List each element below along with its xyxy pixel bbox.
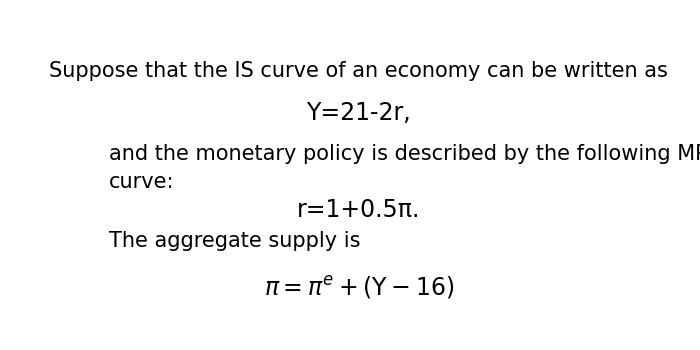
Text: r=1+0.5π.: r=1+0.5π. bbox=[297, 198, 421, 222]
Text: Suppose that the IS curve of an economy can be written as: Suppose that the IS curve of an economy … bbox=[49, 61, 668, 81]
Text: and the monetary policy is described by the following MP
curve:: and the monetary policy is described by … bbox=[109, 145, 700, 192]
Text: $\pi = \pi^e+({\rm Y}-16)$: $\pi = \pi^e+({\rm Y}-16)$ bbox=[264, 274, 454, 301]
Text: Y=21-2r,: Y=21-2r, bbox=[307, 101, 411, 125]
Text: The aggregate supply is: The aggregate supply is bbox=[109, 231, 360, 251]
